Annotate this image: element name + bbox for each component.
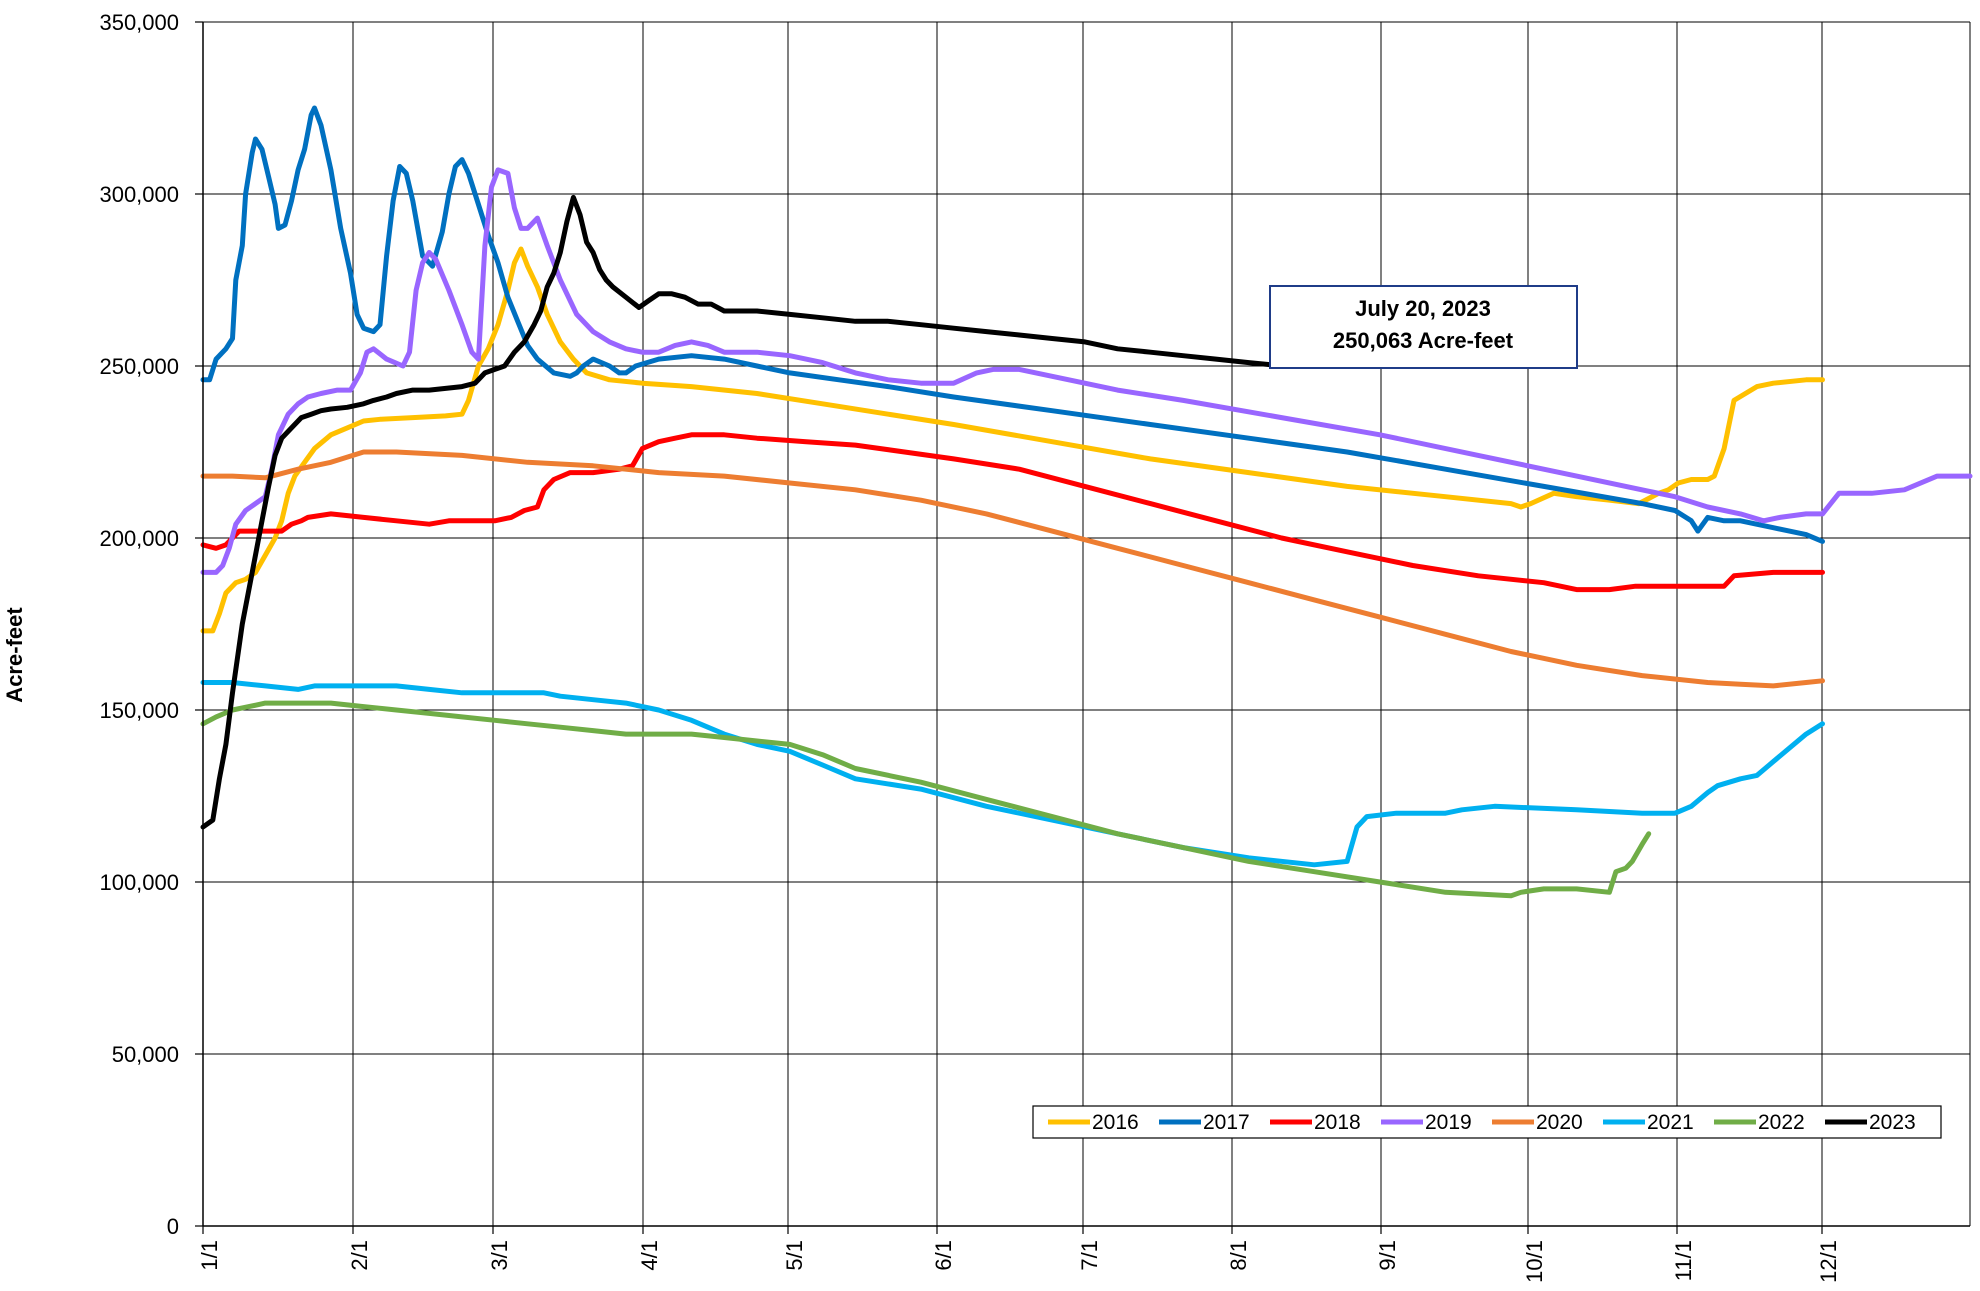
x-tick-label: 12/1	[1816, 1240, 1841, 1283]
series-line-2021	[200, 680, 1825, 868]
legend-label-2023: 2023	[1869, 1111, 1916, 1134]
annotation-frame	[1269, 285, 1578, 369]
y-tick-label: 0	[167, 1214, 179, 1239]
series-line-2022	[200, 700, 1652, 899]
legend-label-2021: 2021	[1647, 1111, 1694, 1134]
legend-label-2020: 2020	[1536, 1111, 1583, 1134]
y-tick-label: 100,000	[99, 870, 179, 895]
x-tick-label: 10/1	[1522, 1240, 1547, 1283]
gridlines	[203, 21, 1971, 1227]
axes	[195, 21, 1970, 1234]
x-tick-label: 5/1	[782, 1240, 807, 1271]
series-line-2017	[200, 105, 1825, 544]
y-tick-label: 200,000	[99, 526, 179, 551]
y-tick-label: 350,000	[99, 10, 179, 35]
annotation-value: 250,063 Acre-feet	[1333, 328, 1514, 353]
y-tick-label: 150,000	[99, 698, 179, 723]
x-tick-label: 3/1	[487, 1240, 512, 1271]
x-tick-label: 11/1	[1671, 1240, 1696, 1281]
legend-label-2016: 2016	[1092, 1111, 1139, 1134]
x-tick-label: 8/1	[1226, 1240, 1251, 1271]
series-line-2020	[200, 449, 1825, 689]
y-tick-label: 250,000	[99, 354, 179, 379]
legend-label-2022: 2022	[1758, 1111, 1805, 1134]
series-line-2023	[200, 194, 1285, 830]
x-tick-label: 4/1	[637, 1240, 662, 1271]
y-axis-title: Acre-feet	[2, 607, 27, 703]
x-tick-label: 1/1	[197, 1240, 222, 1271]
y-tick-labels: 0 50,000 100,000 150,000 200,000 250,000 300,0…	[99, 10, 179, 1239]
x-tick-label: 2/1	[347, 1240, 372, 1271]
legend-label-2017: 2017	[1203, 1111, 1250, 1134]
legend: 2016 2017 2018 2019 2020 2021 2022 2023	[1032, 1105, 1942, 1139]
legend-label-2018: 2018	[1314, 1111, 1361, 1134]
x-tick-label: 7/1	[1077, 1240, 1102, 1271]
y-tick-label: 50,000	[112, 1042, 179, 1067]
x-tick-label: 9/1	[1375, 1240, 1400, 1271]
annotation-box: July 20, 2023 250,063 Acre-feet	[1269, 285, 1578, 369]
y-tick-label: 300,000	[99, 182, 179, 207]
series-lines	[200, 105, 1973, 899]
legend-label-2019: 2019	[1425, 1111, 1472, 1134]
series-line-2018	[200, 432, 1825, 593]
annotation-date: July 20, 2023	[1355, 296, 1491, 321]
legend-frame	[1032, 1105, 1942, 1139]
series-line-2019	[200, 167, 1973, 575]
x-tick-labels: 1/1 2/1 3/1 4/1 5/1 6/1 7/1 8/1 9/1 10/1 11/1 12/1	[197, 1240, 1841, 1283]
series-line-2016	[200, 246, 1825, 634]
x-tick-label: 6/1	[931, 1240, 956, 1271]
